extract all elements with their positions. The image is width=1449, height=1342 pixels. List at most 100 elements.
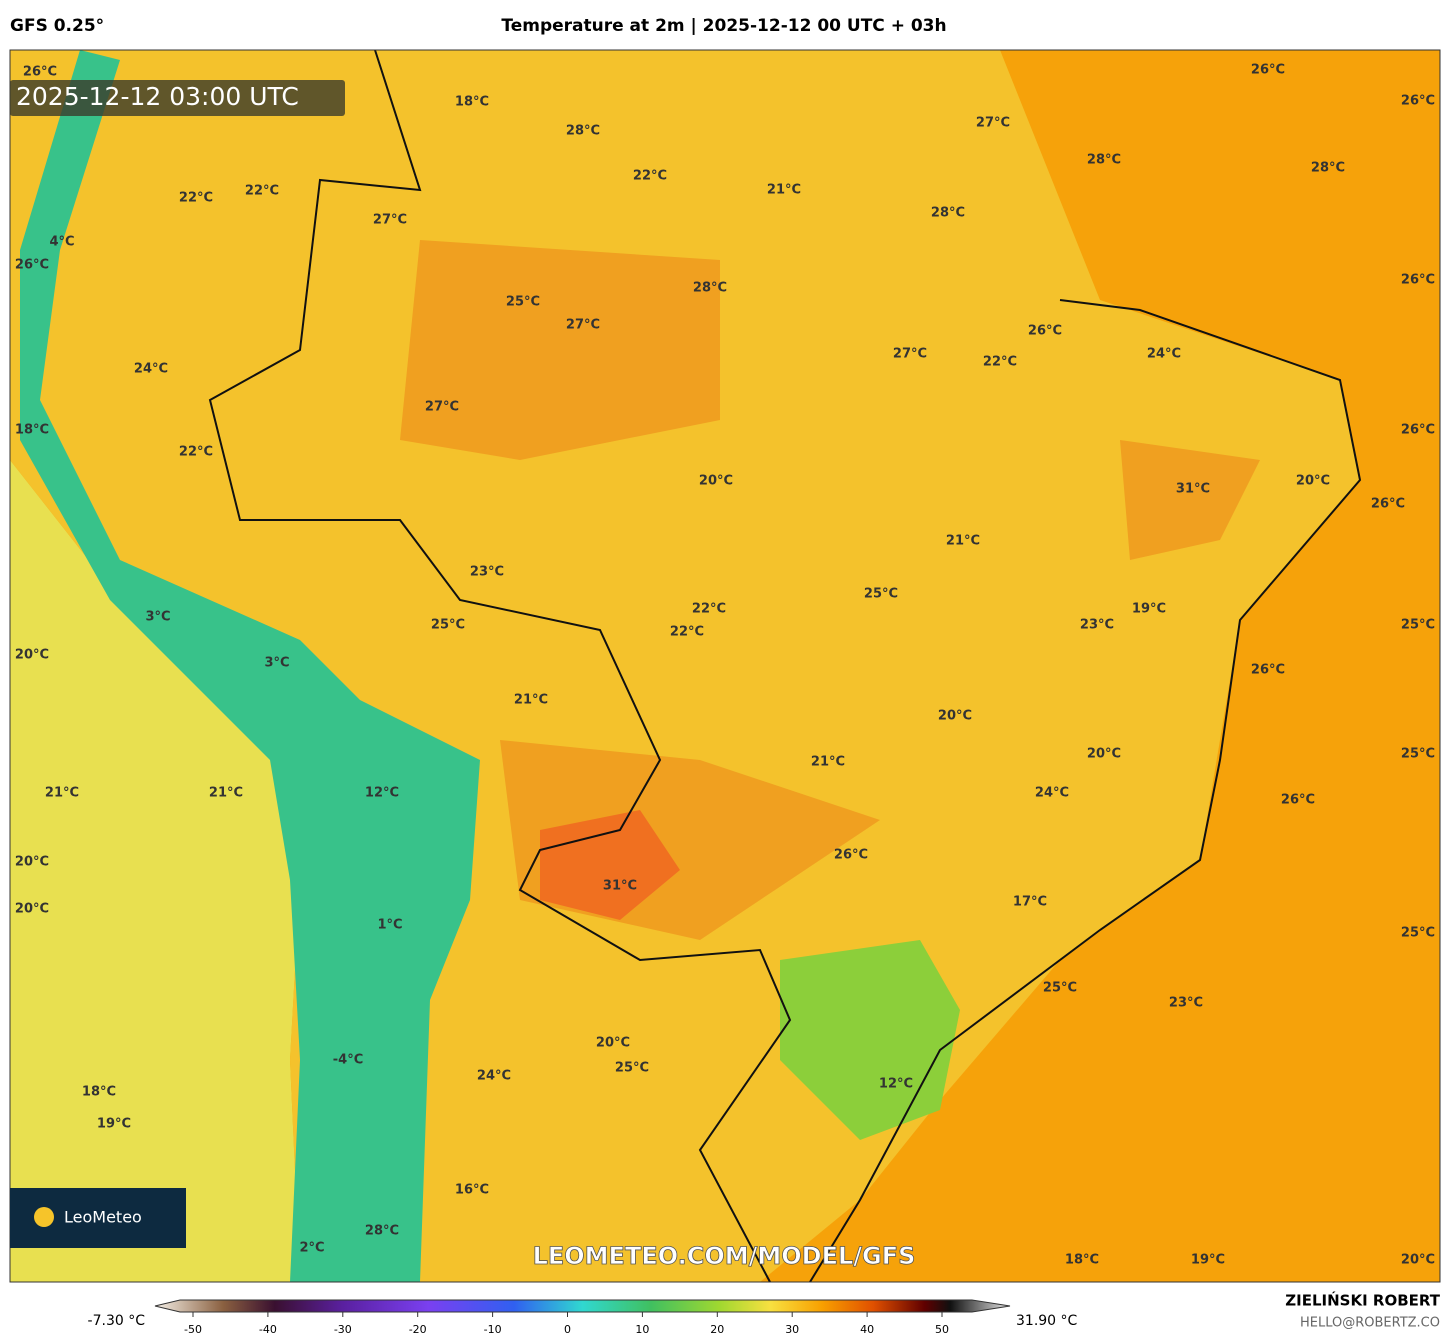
timestamp: 2025-12-12 03:00 UTC <box>16 82 299 111</box>
temperature-label: 26°C <box>1028 324 1062 339</box>
temperature-label: 24°C <box>1147 347 1181 362</box>
temperature-label: 25°C <box>506 295 540 310</box>
temperature-label: 26°C <box>15 258 49 273</box>
temperature-label: 18°C <box>1065 1253 1099 1268</box>
temperature-label: 2°C <box>299 1241 324 1256</box>
temperature-label: 21°C <box>946 534 980 549</box>
temperature-label: 28°C <box>365 1224 399 1239</box>
labels: 26°C 18°C 28°C 26°C 26°C 27°C 28°C 28°C 22°C 21°C… <box>15 63 1435 1268</box>
temperature-label: 28°C <box>566 124 600 139</box>
temperature-label: 26°C <box>1251 663 1285 678</box>
temperature-label: 28°C <box>1311 161 1345 176</box>
warm-area <box>400 240 1260 940</box>
watermark: LEOMETEO.COM/MODEL/GFS <box>533 1242 916 1270</box>
temperature-label: 28°C <box>693 281 727 296</box>
temperature-label: 20°C <box>15 855 49 870</box>
temperature-label: 31°C <box>603 879 637 894</box>
author: ZIELIŃSKI ROBERT <box>1285 1291 1440 1310</box>
temperature-label: 26°C <box>23 65 57 80</box>
colorbar-max: 31.90 °C <box>1016 1313 1078 1329</box>
colorbar-tick-label: -50 <box>184 1323 202 1336</box>
temperature-label: 28°C <box>931 206 965 221</box>
temperature-label: 28°C <box>1087 153 1121 168</box>
temperature-label: 21°C <box>45 786 79 801</box>
temperature-label: 21°C <box>209 786 243 801</box>
colorbar-tick-label: 10 <box>635 1323 649 1336</box>
temperature-label: 24°C <box>477 1069 511 1084</box>
colorbar-tick-label: 50 <box>935 1323 949 1336</box>
temperature-label: 3°C <box>264 656 289 671</box>
colorbar-bar <box>154 1299 1011 1313</box>
colorbar-tick-label: -40 <box>259 1323 277 1336</box>
temperature-label: 23°C <box>470 565 504 580</box>
temperature-label: 19°C <box>1191 1253 1225 1268</box>
temperature-label: 27°C <box>425 400 459 415</box>
map: 2025-12-12 03:00 UTC LeoMeteo LEOMETEO.C… <box>9 49 1441 1283</box>
temperature-label: 24°C <box>1035 786 1069 801</box>
temperature-label: 22°C <box>633 169 667 184</box>
temperature-label: 25°C <box>431 618 465 633</box>
temperature-label: 25°C <box>1401 618 1435 633</box>
temperature-label: 18°C <box>82 1085 116 1100</box>
temperature-label: 19°C <box>1132 602 1166 617</box>
hot-area <box>540 810 680 920</box>
colorbar-min: -7.30 °C <box>88 1313 146 1329</box>
temperature-label: 27°C <box>373 213 407 228</box>
temperature-label: 25°C <box>615 1061 649 1076</box>
contact: HELLO@ROBERTZ.CO <box>1300 1316 1440 1331</box>
temperature-label: 17°C <box>1013 895 1047 910</box>
temperature-label: 1°C <box>377 918 402 933</box>
colorbar-tick-label: 30 <box>785 1323 799 1336</box>
temperature-label: 22°C <box>245 184 279 199</box>
temperature-label: 12°C <box>879 1077 913 1092</box>
temperature-label: 27°C <box>566 318 600 333</box>
temperature-label: 22°C <box>179 191 213 206</box>
map-frame <box>9 49 1441 1283</box>
andes <box>20 50 480 1282</box>
temperature-label: 25°C <box>864 587 898 602</box>
temperature-label: 26°C <box>1251 63 1285 78</box>
colorbar: -7.30 °C 31.90 °C -50 -40 -30 -20 -10 0 10 20 30… <box>88 1299 1078 1336</box>
colorbar-tick-label: 20 <box>710 1323 724 1336</box>
pacific <box>10 460 300 1282</box>
colorbar-tick-label: 0 <box>564 1323 571 1336</box>
temperature-label: 26°C <box>1281 793 1315 808</box>
temperature-label: 22°C <box>983 355 1017 370</box>
temperature-label: 22°C <box>692 602 726 617</box>
temperature-label: 18°C <box>15 423 49 438</box>
temperature-label: 24°C <box>134 362 168 377</box>
temperature-label: 27°C <box>893 347 927 362</box>
temperature-label: 25°C <box>1401 926 1435 941</box>
temperature-label: 3°C <box>145 610 170 625</box>
temperature-label: -4°C <box>333 1053 363 1068</box>
temperature-label: 20°C <box>1087 747 1121 762</box>
colorbar-tick-label: -30 <box>334 1323 352 1336</box>
temperature-label: 21°C <box>811 755 845 770</box>
temperature-label: 21°C <box>767 183 801 198</box>
temperature-label: 23°C <box>1169 996 1203 1011</box>
cool-area <box>780 940 960 1140</box>
temperature-label: 22°C <box>179 445 213 460</box>
logo: LeoMeteo <box>64 1208 142 1227</box>
model: GFS 0.25° <box>10 16 104 36</box>
temperature-label: 4°C <box>49 235 74 250</box>
temperature-label: 20°C <box>596 1036 630 1051</box>
temperature-label: 21°C <box>514 693 548 708</box>
temperature-label: 25°C <box>1043 981 1077 996</box>
temperature-label: 20°C <box>15 902 49 917</box>
title: Temperature at 2m | 2025-12-12 00 UTC + … <box>501 16 946 36</box>
temperature-label: 26°C <box>834 848 868 863</box>
temperature-label: 26°C <box>1401 94 1435 109</box>
temperature-label: 23°C <box>1080 618 1114 633</box>
temperature-label: 26°C <box>1401 423 1435 438</box>
logo-sun <box>34 1207 54 1227</box>
temperature-label: 20°C <box>699 474 733 489</box>
temperature-label: 26°C <box>1371 497 1405 512</box>
temperature-label: 20°C <box>15 648 49 663</box>
temperature-label: 18°C <box>455 95 489 110</box>
temperature-label: 25°C <box>1401 747 1435 762</box>
temperature-label: 20°C <box>1401 1253 1435 1268</box>
colorbar-tick-label: -10 <box>484 1323 502 1336</box>
colorbar-tick-label: 40 <box>860 1323 874 1336</box>
